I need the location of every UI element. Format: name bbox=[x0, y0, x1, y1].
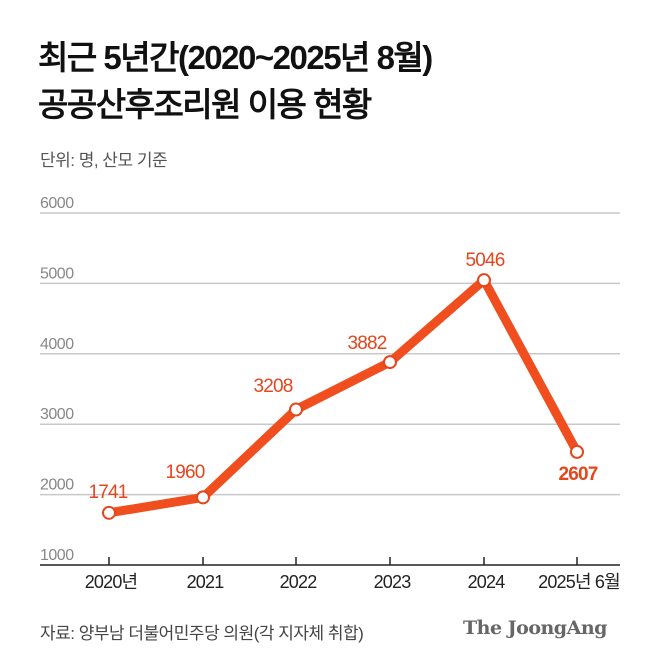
x-tick-label: 2025년 6월 bbox=[538, 572, 620, 592]
data-label: 3208 bbox=[253, 376, 292, 397]
data-line bbox=[108, 275, 581, 518]
data-label: 2607 bbox=[558, 464, 597, 485]
x-tick-label: 2022 bbox=[280, 572, 318, 592]
data-label: 1741 bbox=[88, 482, 127, 503]
y-tick-label: 1000 bbox=[40, 547, 74, 564]
data-label: 5046 bbox=[465, 250, 504, 271]
data-label: 3882 bbox=[347, 333, 386, 354]
data-point bbox=[383, 355, 397, 370]
chart-title: 최근 5년간(2020~2025년 8월) 공공산후조리원 이용 현황 bbox=[38, 34, 433, 128]
unit-note: 단위: 명, 산모 기준 bbox=[40, 151, 168, 170]
y-tick-label: 3000 bbox=[40, 406, 74, 423]
x-tick-label: 2023 bbox=[374, 572, 412, 592]
title-line-1: 최근 5년간(2020~2025년 8월) bbox=[38, 39, 433, 76]
y-tick-label: 4000 bbox=[40, 336, 74, 353]
x-tick-label: 2020년 bbox=[85, 572, 138, 592]
y-tick-label: 5000 bbox=[40, 265, 74, 282]
title-line-2: 공공산후조리원 이용 현황 bbox=[38, 86, 372, 123]
data-point bbox=[289, 402, 303, 417]
x-tick-label: 2024 bbox=[468, 572, 506, 592]
y-tick-label: 6000 bbox=[40, 195, 74, 212]
x-tick-label: 2021 bbox=[187, 572, 225, 592]
y-tick-label: 2000 bbox=[40, 477, 74, 494]
data-point bbox=[196, 490, 210, 505]
data-point bbox=[570, 444, 584, 459]
data-label: 1960 bbox=[165, 462, 204, 483]
joongang-logo: The JoongAng bbox=[463, 617, 607, 639]
data-point bbox=[477, 273, 491, 288]
source-note: 자료: 양부남 더불어민주당 의원(각 지자체 취합) bbox=[40, 624, 364, 643]
data-point bbox=[102, 505, 116, 520]
